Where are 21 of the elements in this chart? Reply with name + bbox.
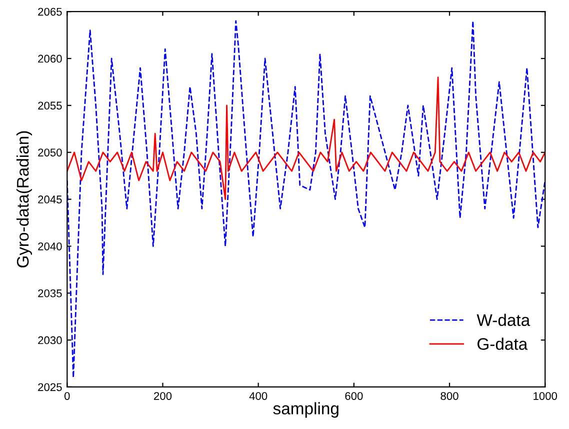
y-tick-label: 2050 — [38, 148, 62, 156]
legend-label: W-data — [476, 314, 530, 326]
legend-label: G-data — [478, 338, 528, 350]
y-tick-label: 2065 — [38, 8, 62, 16]
y-tick-label: 2060 — [38, 54, 62, 63]
y-axis-title: Gyro-data(Radian) — [16, 131, 32, 268]
y-tick-label: 2045 — [38, 196, 62, 204]
x-tick-label: 0 — [64, 392, 70, 400]
x-tick-label: 400 — [249, 392, 268, 400]
line-series — [67, 20, 546, 378]
y-tick-label: 2035 — [38, 289, 62, 298]
y-tick-label: 2025 — [38, 383, 62, 392]
y-tick-label: 2040 — [38, 242, 62, 250]
y-tick-label: 2030 — [38, 336, 62, 344]
y-tick-label: 2055 — [38, 102, 62, 110]
x-tick-label: 1000 — [534, 392, 558, 400]
x-tick-label: 800 — [440, 392, 458, 400]
x-tick-label: 200 — [154, 392, 172, 400]
line-series — [67, 76, 546, 200]
x-axis-title: sampling — [273, 402, 338, 418]
x-tick-label: 600 — [345, 392, 363, 400]
